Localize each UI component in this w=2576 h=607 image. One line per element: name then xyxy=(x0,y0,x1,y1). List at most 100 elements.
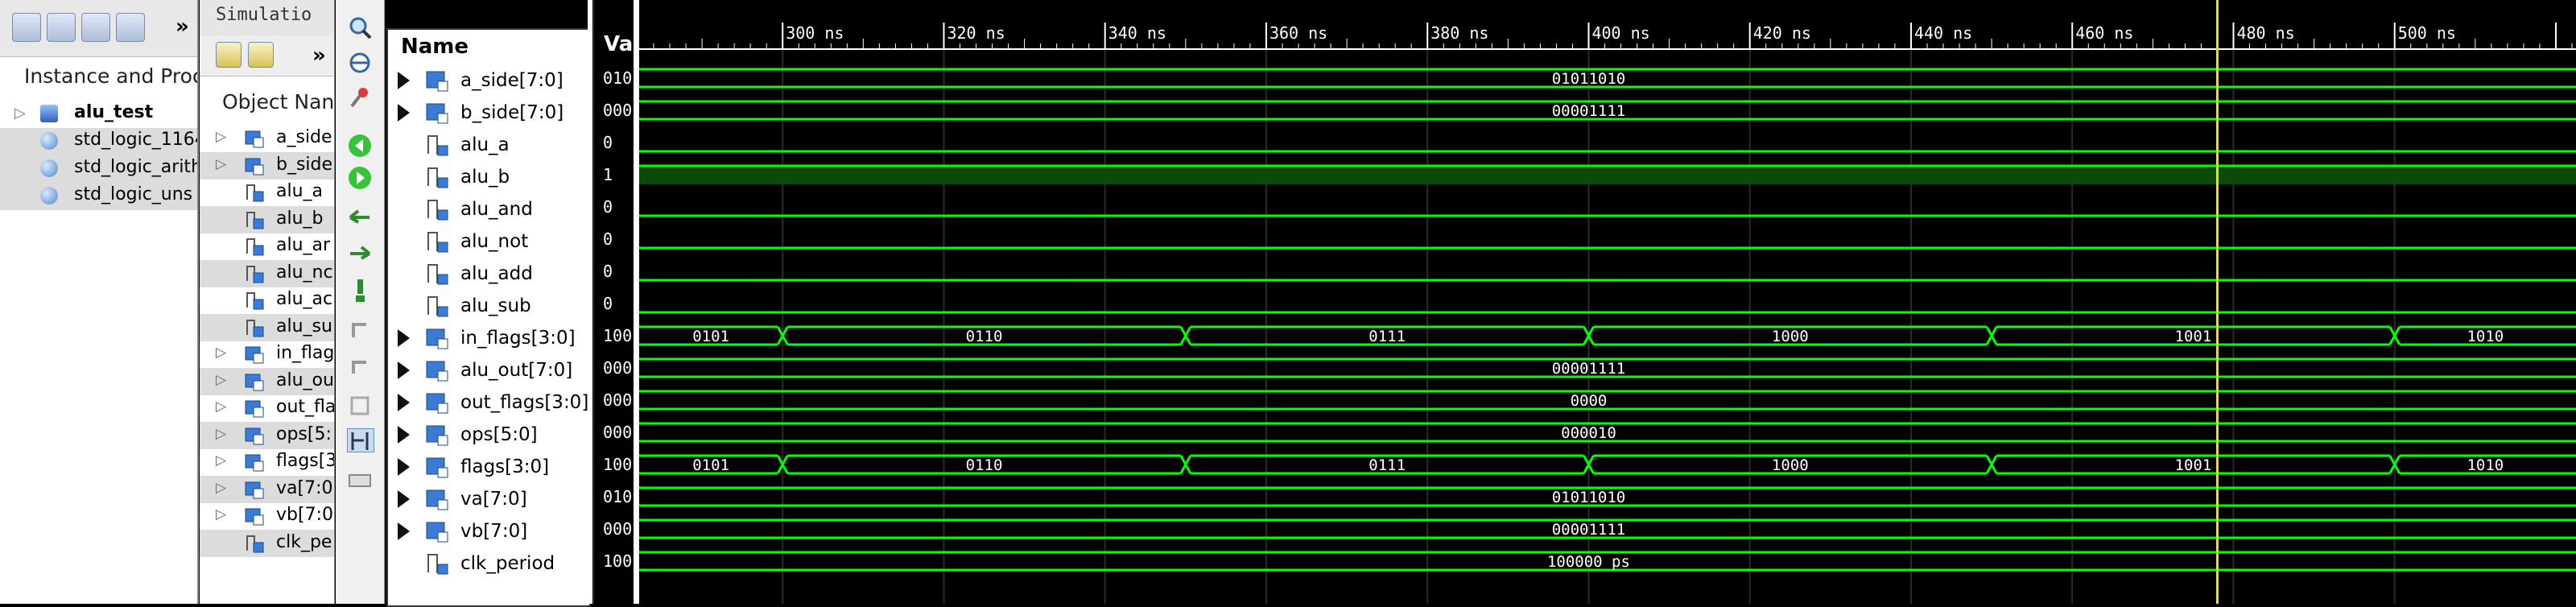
signal-name: vb[7:0] xyxy=(460,521,528,542)
object-list-item[interactable]: alu_nc xyxy=(200,259,334,287)
expand-icon[interactable]: ▷ xyxy=(216,452,227,469)
bus-value-label: 01011010 xyxy=(1552,70,1626,88)
filter-icon[interactable] xyxy=(248,42,274,68)
signal-row[interactable]: alu_b xyxy=(388,160,589,192)
instance-tree-item[interactable]: std_logic_uns xyxy=(0,183,197,210)
refresh-icon[interactable] xyxy=(116,13,145,42)
expand-icon[interactable]: ▷ xyxy=(216,371,227,388)
expand-icon[interactable]: ▷ xyxy=(216,425,227,442)
bus-transition xyxy=(1985,326,1998,345)
panel-divider[interactable] xyxy=(634,0,639,604)
zoom-fit-icon[interactable] xyxy=(347,52,373,74)
cursor-mode-icon[interactable] xyxy=(347,428,374,452)
move-down-icon[interactable] xyxy=(347,278,373,302)
go-to-end-icon[interactable] xyxy=(347,165,373,189)
signal-row[interactable]: va[7:0] xyxy=(388,482,589,514)
time-label: 360 ns xyxy=(1269,23,1327,43)
waveform-canvas[interactable]: 300 ns 320 ns 340 ns 360 ns 380 ns 400 ns 420 … xyxy=(639,0,2576,604)
signal-icon xyxy=(244,236,265,257)
object-list-item[interactable]: ▷ b_side xyxy=(200,151,334,180)
object-list-item[interactable]: alu_ac xyxy=(200,287,334,314)
marker-icon[interactable] xyxy=(347,85,373,108)
restart-icon[interactable] xyxy=(347,394,373,417)
signal-value: 0 xyxy=(603,262,613,281)
overflow-chevron-icon[interactable]: » xyxy=(312,43,326,68)
object-label: alu_a xyxy=(276,181,324,201)
signal-row[interactable]: alu_sub xyxy=(388,289,589,321)
signal-row[interactable]: clk_period xyxy=(388,547,589,579)
expand-arrow-icon[interactable] xyxy=(398,329,410,347)
package-icon xyxy=(40,159,58,177)
expand-arrow-icon[interactable] xyxy=(398,394,410,411)
signal-row[interactable]: flags[3:0] xyxy=(388,450,589,482)
signal-row[interactable]: alu_not xyxy=(388,225,589,257)
ruler-icon[interactable] xyxy=(347,469,373,491)
signal-row[interactable]: alu_a xyxy=(388,128,589,160)
object-list-item[interactable]: ▷ a_side xyxy=(200,125,334,152)
signal-name: alu_and xyxy=(460,199,533,220)
signal-value: 0 xyxy=(603,133,613,152)
bus-signal-icon xyxy=(244,128,265,149)
panel-divider[interactable] xyxy=(588,0,592,604)
overflow-chevron-icon[interactable]: » xyxy=(175,14,189,39)
object-list-item[interactable]: alu_a xyxy=(200,179,334,206)
expand-icon[interactable]: ▷ xyxy=(216,129,227,145)
signal-row[interactable]: in_flags[3:0] xyxy=(388,321,589,353)
expand-icon[interactable]: ▷ xyxy=(216,398,227,415)
signal-row[interactable]: alu_add xyxy=(388,257,589,289)
expand-icon[interactable]: ▷ xyxy=(216,155,227,172)
signal-row[interactable]: a_side[7:0] xyxy=(388,64,589,96)
expand-arrow-icon[interactable] xyxy=(398,490,410,508)
document-icon[interactable] xyxy=(81,13,110,42)
signal-row[interactable]: out_flags[3:0] xyxy=(388,386,589,418)
object-label: a_side xyxy=(276,127,332,147)
expand-arrow-icon[interactable] xyxy=(398,72,410,89)
object-list-item[interactable]: ▷ in_flag xyxy=(200,341,334,368)
object-list-item[interactable]: ▷ ops[5: xyxy=(200,421,334,449)
expand-icon[interactable]: ▷ xyxy=(14,105,26,122)
object-list-item[interactable]: alu_ar xyxy=(200,233,334,260)
bus-signal-icon xyxy=(425,455,449,479)
expand-arrow-icon[interactable] xyxy=(398,361,410,379)
prev-transition-icon[interactable] xyxy=(347,201,373,224)
object-list-item[interactable]: ▷ flags[3 xyxy=(200,448,334,476)
simulation-tab-bar: Simulatio xyxy=(200,0,334,36)
expand-icon[interactable]: ▷ xyxy=(216,345,227,361)
instance-tree-item[interactable]: std_logic_arith xyxy=(0,155,197,183)
go-to-start-icon[interactable] xyxy=(347,133,373,157)
instance-tree-item[interactable]: ▷ alu_test xyxy=(0,101,197,128)
expand-icon[interactable]: ▷ xyxy=(216,506,227,522)
signal-name: b_side[7:0] xyxy=(460,102,564,123)
instance-panel-title: Instance and Proc xyxy=(24,64,199,88)
object-list-item[interactable]: clk_pe xyxy=(200,529,334,557)
expand-arrow-icon[interactable] xyxy=(398,522,410,540)
expand-arrow-icon[interactable] xyxy=(398,104,410,122)
signal-row[interactable]: ops[5:0] xyxy=(388,418,589,450)
next-transition-icon[interactable] xyxy=(347,237,373,260)
signal-value: 000 xyxy=(603,423,633,442)
expand-arrow-icon[interactable] xyxy=(398,458,410,476)
object-list-item[interactable]: alu_su xyxy=(200,313,334,341)
signal-row[interactable]: b_side[7:0] xyxy=(388,96,589,128)
signal-row[interactable]: alu_out[7:0] xyxy=(388,353,589,386)
snap-icon[interactable] xyxy=(347,354,373,377)
object-list-item[interactable]: ▷ out_fla xyxy=(200,394,334,422)
cube-icon[interactable] xyxy=(47,13,76,42)
instance-tree-item[interactable]: std_logic_1164 xyxy=(0,128,197,155)
waveform-svg[interactable]: 300 ns 320 ns 340 ns 360 ns 380 ns 400 ns 420 … xyxy=(639,0,2576,604)
swap-icon[interactable] xyxy=(347,318,373,341)
expand-arrow-icon[interactable] xyxy=(398,426,410,444)
bus-value-label: 0000 xyxy=(1571,392,1608,410)
hierarchy-icon[interactable] xyxy=(12,13,41,42)
signal-row[interactable]: alu_and xyxy=(388,192,589,225)
object-list-item[interactable]: ▷ va[7:0 xyxy=(200,475,334,503)
simulation-tab[interactable]: Simulatio xyxy=(216,5,312,25)
filter-icon[interactable] xyxy=(216,42,242,68)
object-list-item[interactable]: alu_b xyxy=(200,205,334,233)
expand-icon[interactable]: ▷ xyxy=(216,479,227,496)
object-list-item[interactable]: ▷ vb[7:0 xyxy=(200,502,334,530)
zoom-in-icon[interactable] xyxy=(347,16,373,39)
signal-row[interactable]: vb[7:0] xyxy=(388,514,589,547)
object-list-item[interactable]: ▷ alu_ou xyxy=(200,367,334,395)
signal-high-fill xyxy=(639,166,2576,184)
